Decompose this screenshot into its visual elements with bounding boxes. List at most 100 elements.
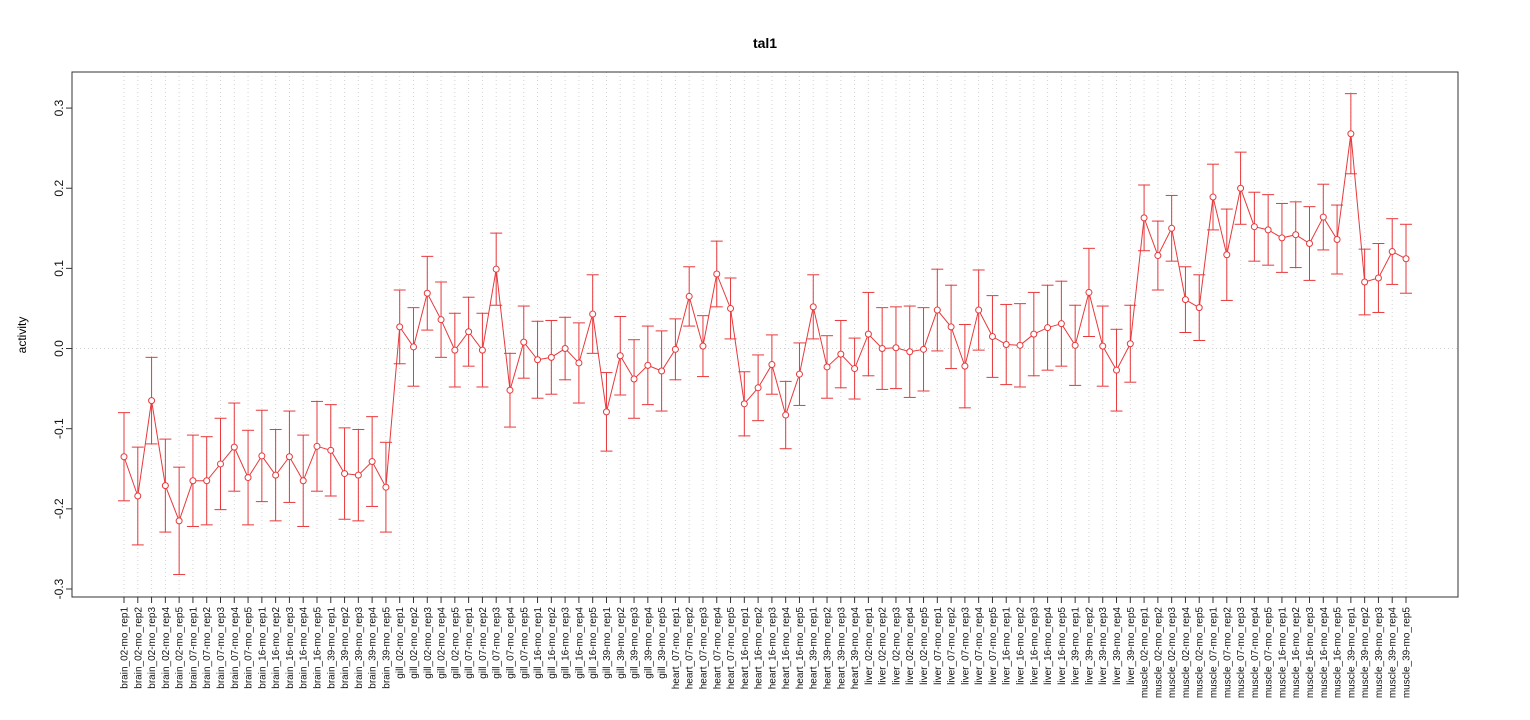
x-tick-label: heart_07-mo_rep1	[671, 607, 682, 690]
x-tick-label: brain_07-mo_rep5	[244, 607, 255, 689]
data-point	[1347, 130, 1355, 138]
x-tick-label: gill_39-mo_rep1	[602, 607, 613, 679]
data-point	[933, 306, 941, 314]
data-point	[699, 342, 707, 350]
y-tick-label: 0.0	[52, 340, 66, 357]
x-tick-label: liver_16-mo_rep3	[1029, 607, 1040, 685]
data-point	[437, 316, 445, 324]
data-point	[575, 359, 583, 367]
x-tick-label: liver_02-mo_rep3	[891, 607, 902, 685]
data-point	[1099, 342, 1107, 350]
x-tick-label: muscle_16-mo_rep2	[1291, 607, 1302, 699]
data-point	[892, 344, 900, 352]
x-tick-label: brain_39-mo_rep5	[381, 607, 392, 689]
data-point	[1306, 240, 1314, 248]
data-point	[782, 411, 790, 419]
data-point	[161, 482, 169, 490]
data-point	[1113, 366, 1121, 374]
x-tick-label: heart_07-mo_rep3	[698, 607, 709, 690]
x-tick-label: liver_39-mo_rep1	[1071, 607, 1082, 685]
data-point	[203, 477, 211, 485]
x-tick-label: liver_02-mo_rep5	[919, 607, 930, 685]
data-point	[589, 310, 597, 318]
x-tick-label: liver_16-mo_rep4	[1043, 607, 1054, 685]
x-tick-label: gill_02-mo_rep1	[395, 607, 406, 679]
x-tick-label: liver_07-mo_rep1	[933, 607, 944, 685]
data-point	[1140, 214, 1148, 222]
data-point	[1209, 193, 1217, 201]
x-tick-label: liver_02-mo_rep1	[864, 607, 875, 685]
x-tick-label: brain_16-mo_rep3	[285, 607, 296, 689]
data-point	[1319, 213, 1327, 221]
x-tick-label: brain_16-mo_rep1	[257, 607, 268, 689]
y-tick-label: 0.1	[52, 260, 66, 277]
x-tick-label: brain_16-mo_rep5	[312, 607, 323, 689]
x-tick-label: heart_16-mo_rep2	[754, 607, 765, 690]
x-tick-label: muscle_39-mo_rep4	[1388, 607, 1399, 699]
x-tick-label: muscle_16-mo_rep3	[1305, 607, 1316, 699]
data-point	[1388, 248, 1396, 256]
data-point	[1264, 226, 1272, 234]
data-point	[230, 443, 238, 451]
data-point	[534, 356, 542, 364]
data-point	[313, 442, 321, 450]
x-tick-label: gill_39-mo_rep4	[643, 607, 654, 679]
x-tick-label: liver_39-mo_rep5	[1126, 607, 1137, 685]
x-tick-label: brain_02-mo_rep2	[133, 607, 144, 689]
data-point	[451, 346, 459, 354]
data-point	[1030, 330, 1038, 338]
x-tick-label: brain_39-mo_rep3	[354, 607, 365, 689]
x-tick-label: gill_07-mo_rep3	[492, 607, 503, 679]
data-point	[727, 304, 735, 312]
data-point	[520, 338, 528, 346]
data-point	[740, 400, 748, 408]
x-tick-label: brain_07-mo_rep2	[202, 607, 213, 689]
data-point	[1044, 324, 1052, 332]
data-point	[1278, 234, 1286, 242]
x-tick-label: muscle_07-mo_rep2	[1222, 607, 1233, 699]
data-point	[1168, 224, 1176, 232]
data-point	[134, 492, 142, 500]
data-point	[148, 397, 156, 405]
x-tick-label: gill_39-mo_rep5	[657, 607, 668, 679]
x-tick-label: heart_39-mo_rep1	[809, 607, 820, 690]
x-tick-label: gill_02-mo_rep5	[450, 607, 461, 679]
x-tick-label: liver_39-mo_rep3	[1098, 607, 1109, 685]
data-point	[1292, 231, 1300, 239]
data-point	[920, 345, 928, 353]
x-tick-label: brain_07-mo_rep3	[216, 607, 227, 689]
x-tick-label: gill_07-mo_rep4	[505, 607, 516, 679]
x-tick-label: muscle_39-mo_rep5	[1402, 607, 1413, 699]
data-point	[975, 306, 983, 314]
y-tick-label: -0.2	[52, 498, 66, 519]
x-tick-label: heart_07-mo_rep5	[726, 607, 737, 690]
data-point	[906, 348, 914, 356]
x-tick-label: gill_07-mo_rep5	[519, 607, 530, 679]
x-tick-label: heart_39-mo_rep3	[836, 607, 847, 690]
x-tick-label: muscle_16-mo_rep4	[1319, 607, 1330, 699]
data-point	[1195, 304, 1203, 312]
x-tick-label: gill_39-mo_rep2	[616, 607, 627, 679]
x-tick-label: gill_16-mo_rep4	[574, 607, 585, 679]
x-tick-label: heart_16-mo_rep3	[767, 607, 778, 690]
data-point	[561, 345, 569, 353]
series-line-group	[123, 133, 1407, 523]
plot-frame	[71, 71, 1459, 598]
data-point	[864, 330, 872, 338]
x-tick-label: heart_07-mo_rep4	[712, 607, 723, 690]
x-tick-label: gill_16-mo_rep3	[561, 607, 572, 679]
x-tick-label: liver_39-mo_rep2	[1084, 607, 1095, 685]
x-tick-label: muscle_02-mo_rep4	[1181, 607, 1192, 699]
series-line	[123, 133, 1407, 523]
x-tick-label: gill_07-mo_rep2	[478, 607, 489, 679]
x-tick-label: muscle_02-mo_rep3	[1167, 607, 1178, 699]
data-point	[382, 483, 390, 491]
data-point	[754, 384, 762, 392]
data-point	[299, 477, 307, 485]
x-tick-label: liver_07-mo_rep3	[960, 607, 971, 685]
data-point	[354, 471, 362, 479]
data-point	[961, 362, 969, 370]
data-point	[795, 370, 803, 378]
x-tick-label: brain_07-mo_rep4	[230, 607, 241, 689]
data-point	[1085, 288, 1093, 296]
